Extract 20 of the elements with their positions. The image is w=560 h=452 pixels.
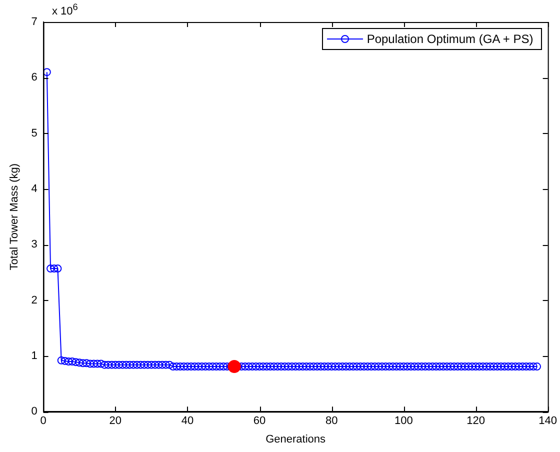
x-tick-label: 140 [538, 415, 558, 428]
x-tick-label: 40 [181, 415, 194, 428]
x-tick-label: 20 [109, 415, 122, 428]
y-tick-label: 2 [31, 294, 38, 306]
x-tick-label: 100 [394, 415, 413, 428]
legend-label: Population Optimum (GA + PS) [366, 32, 534, 46]
y-tick-label: 4 [31, 183, 38, 196]
y-tick-label: 0 [31, 406, 38, 418]
x-tick-label: 120 [466, 415, 485, 428]
x-tick-label: 0 [40, 415, 46, 428]
x-tick-label: 80 [325, 415, 338, 428]
y-tick-label: 1 [31, 350, 38, 362]
x-tick-label: 60 [253, 415, 266, 428]
y-tick-label: 6 [31, 72, 38, 84]
x-axis-title: Generations [266, 433, 326, 446]
y-axis-title: Total Tower Mass (kg) [8, 163, 21, 270]
text: x 10$^{6}$ [52, 2, 78, 18]
y-tick-label: 5 [31, 127, 38, 140]
y-tick-label: 7 [31, 16, 38, 28]
y-tick-label: 3 [31, 238, 38, 251]
